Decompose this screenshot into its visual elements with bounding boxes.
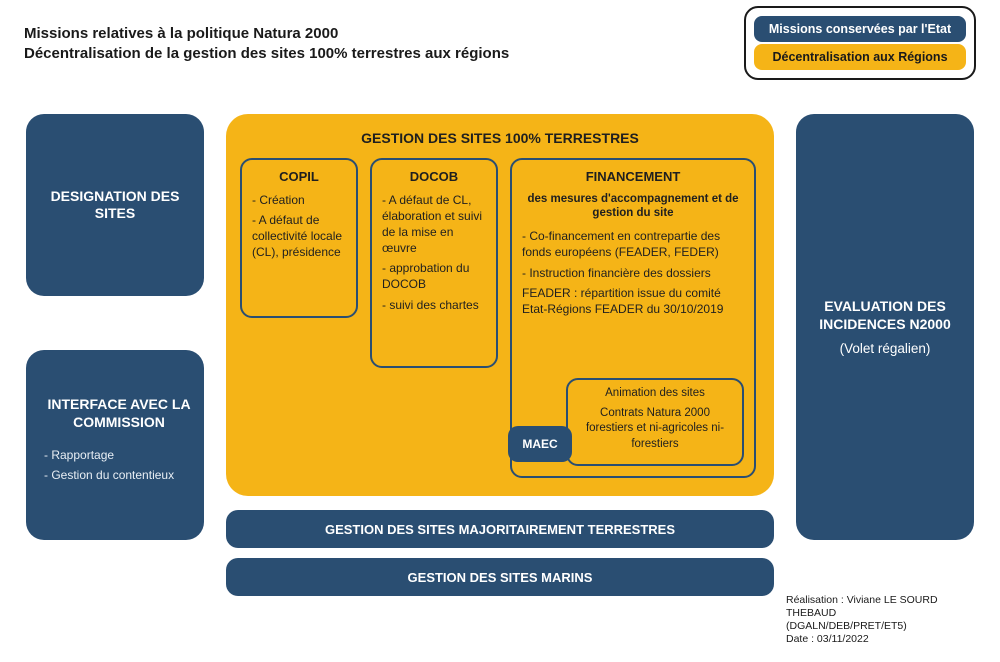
- copil-item-1: - Création: [252, 192, 346, 208]
- box-evaluation-incidences: EVALUATION DES INCIDENCES N2000 (Volet r…: [796, 114, 974, 540]
- fin-sub: des mesures d'accompagnement et de gesti…: [522, 192, 744, 221]
- interface-item-2: - Gestion du contentieux: [44, 468, 174, 482]
- copil-hdr: COPIL: [252, 168, 346, 186]
- box-copil: COPIL - Création - A défaut de collectiv…: [240, 158, 358, 318]
- evaluation-sub: (Volet régalien): [840, 341, 931, 356]
- credits-line-3: Date : 03/11/2022: [786, 633, 976, 646]
- docob-hdr: DOCOB: [382, 168, 486, 186]
- fin-lower-1: Animation des sites: [576, 386, 734, 402]
- box-fin-lower: Animation des sites Contrats Natura 2000…: [566, 378, 744, 466]
- interface-hdr: INTERFACE AVEC LA COMMISSION: [44, 396, 194, 431]
- legend-state: Missions conservées par l'Etat: [754, 16, 966, 42]
- interface-item-1: - Rapportage: [44, 448, 114, 462]
- yellow-title: GESTION DES SITES 100% TERRESTRES: [240, 130, 760, 146]
- fin-item-3: FEADER : répartition issue du comité Eta…: [522, 285, 744, 317]
- legend-region: Décentralisation aux Régions: [754, 44, 966, 70]
- evaluation-hdr: EVALUATION DES INCIDENCES N2000: [806, 298, 964, 333]
- title-line-1: Missions relatives à la politique Natura…: [24, 24, 509, 44]
- credits-line-2: (DGALN/DEB/PRET/ET5): [786, 620, 976, 633]
- designation-label: DESIGNATION DES SITES: [36, 188, 194, 223]
- bar-majoritairement-terrestres: GESTION DES SITES MAJORITAIREMENT TERRES…: [226, 510, 774, 548]
- docob-item-1: - A défaut de CL, élaboration et suivi d…: [382, 192, 486, 257]
- box-docob: DOCOB - A défaut de CL, élaboration et s…: [370, 158, 498, 368]
- box-maec: MAEC: [508, 426, 572, 462]
- copil-item-2: - A défaut de collectivité locale (CL), …: [252, 212, 346, 261]
- legend-box: Missions conservées par l'Etat Décentral…: [744, 6, 976, 80]
- fin-item-2: - Instruction financière des dossiers: [522, 265, 744, 281]
- docob-item-3: - suivi des chartes: [382, 297, 486, 313]
- page-title: Missions relatives à la politique Natura…: [24, 24, 509, 63]
- yellow-inner-row: COPIL - Création - A défaut de collectiv…: [240, 158, 760, 478]
- credits-line-1: Réalisation : Viviane LE SOURD THEBAUD: [786, 594, 976, 620]
- docob-item-2: - approbation du DOCOB: [382, 260, 486, 292]
- fin-lower-2: Contrats Natura 2000 forestiers et ni-ag…: [576, 406, 734, 453]
- box-financement: FINANCEMENT des mesures d'accompagnement…: [510, 158, 756, 478]
- fin-hdr: FINANCEMENT: [522, 168, 744, 186]
- title-line-2: Décentralisation de la gestion des sites…: [24, 44, 509, 64]
- box-gestion-terrestres: GESTION DES SITES 100% TERRESTRES COPIL …: [226, 114, 774, 496]
- box-designation: DESIGNATION DES SITES: [26, 114, 204, 296]
- credits: Réalisation : Viviane LE SOURD THEBAUD (…: [786, 594, 976, 647]
- center-column: GESTION DES SITES 100% TERRESTRES COPIL …: [226, 114, 774, 596]
- fin-item-1: - Co-financement en contrepartie des fon…: [522, 228, 744, 260]
- box-interface-commission: INTERFACE AVEC LA COMMISSION - Rapportag…: [26, 350, 204, 540]
- bar-sites-marins: GESTION DES SITES MARINS: [226, 558, 774, 596]
